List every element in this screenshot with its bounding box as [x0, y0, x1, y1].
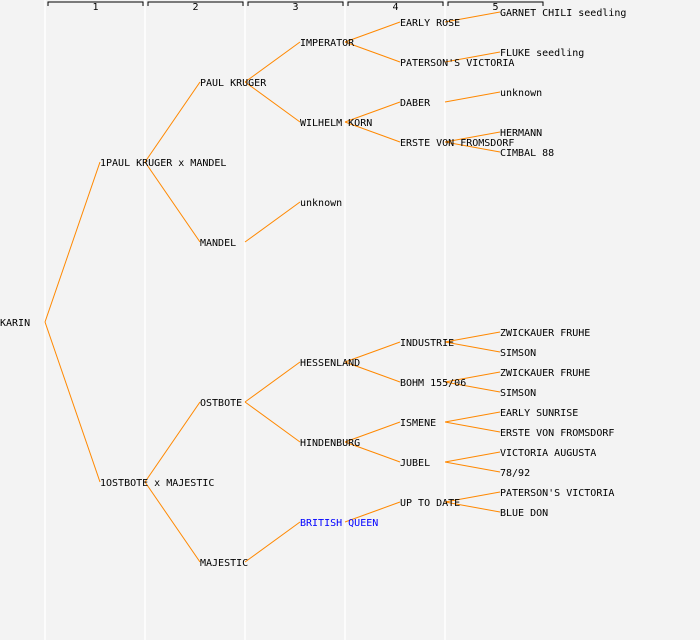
generation-headers: 1 2 3 4 5 — [47, 1, 544, 13]
pedigree-link — [444, 331, 501, 343]
generation-number: 5 — [492, 2, 498, 13]
pedigree-node: HERMANN — [500, 128, 542, 139]
generation-number: 4 — [392, 2, 398, 13]
pedigree-link — [344, 121, 401, 143]
pedigree-node: ZWICKAUER FRUHE — [500, 368, 590, 379]
pedigree-link — [244, 41, 301, 83]
pedigree-node: PATERSON'S VICTORIA — [500, 488, 614, 499]
pedigree-node: UP TO DATE — [400, 498, 460, 509]
pedigree-link — [344, 421, 401, 443]
pedigree-node: OSTBOTE — [200, 398, 242, 409]
pedigree-node: SIMSON — [500, 388, 536, 399]
pedigree-node: IMPERATOR — [300, 38, 355, 49]
generation-number: 2 — [192, 2, 198, 13]
pedigree-link — [144, 481, 201, 563]
pedigree-node: HINDENBURG — [300, 438, 360, 449]
pedigree-node: ZWICKAUER FRUHE — [500, 328, 590, 339]
pedigree-link — [344, 501, 401, 523]
pedigree-node: 78/92 — [500, 468, 530, 479]
pedigree-node: ISMENE — [400, 418, 436, 429]
pedigree-link — [144, 401, 201, 483]
pedigree-node: BOHM 155/06 — [400, 378, 466, 389]
pedigree-link — [244, 521, 301, 563]
pedigree-link — [244, 81, 301, 123]
pedigree-link — [344, 441, 401, 463]
pedigree-link — [144, 81, 201, 163]
generation-bracket — [447, 1, 544, 6]
generation-bracket — [47, 1, 144, 6]
pedigree-link — [444, 411, 501, 423]
pedigree-node: 1OSTBOTE x MAJESTIC — [100, 478, 214, 489]
pedigree-link — [344, 21, 401, 43]
generation-bracket — [347, 1, 444, 6]
pedigree-node: MAJESTIC — [200, 558, 248, 569]
pedigree-link — [444, 451, 501, 463]
pedigree-link — [444, 421, 501, 433]
pedigree-node: unknown — [500, 88, 542, 99]
pedigree-node: WILHELM KORN — [300, 118, 372, 129]
pedigree-link — [144, 161, 201, 243]
pedigree-link — [444, 381, 501, 393]
pedigree-link — [444, 141, 501, 153]
pedigree-link — [444, 501, 501, 513]
pedigree-link — [444, 461, 501, 473]
generation-number: 1 — [92, 2, 98, 13]
pedigree-node: VICTORIA AUGUSTA — [500, 448, 596, 459]
pedigree-node: GARNET CHILI seedling — [500, 8, 626, 19]
pedigree-node: 1PAUL KRUGER x MANDEL — [100, 158, 226, 169]
pedigree-node: FLUKE seedling — [500, 48, 584, 59]
pedigree-node[interactable]: BRITISH QUEEN — [300, 518, 378, 529]
pedigree-link — [444, 491, 501, 503]
pedigree-node: CIMBAL 88 — [500, 148, 554, 159]
pedigree-node: SIMSON — [500, 348, 536, 359]
pedigree-link — [344, 341, 401, 363]
pedigree-node: MANDEL — [200, 238, 236, 249]
pedigree-node: EARLY ROSE — [400, 18, 460, 29]
generation-bracket — [147, 1, 244, 6]
pedigree-link — [444, 371, 501, 383]
pedigree-link — [444, 91, 501, 103]
pedigree-link — [44, 321, 101, 483]
pedigree-links — [44, 11, 501, 563]
pedigree-link — [344, 41, 401, 63]
column-guides — [44, 0, 446, 640]
pedigree-link — [344, 361, 401, 383]
pedigree-node: INDUSTRIE — [400, 338, 454, 349]
pedigree-node: KARIN — [0, 318, 30, 329]
pedigree-link — [344, 101, 401, 123]
pedigree-link — [444, 11, 501, 23]
pedigree-link — [44, 161, 101, 323]
pedigree-node: unknown — [300, 198, 342, 209]
pedigree-link — [444, 131, 501, 143]
pedigree-node: BLUE DON — [500, 508, 548, 519]
pedigree-node: HESSENLAND — [300, 358, 360, 369]
pedigree-link — [244, 361, 301, 403]
pedigree-node: EARLY SUNRISE — [500, 408, 578, 419]
pedigree-node: PAUL KRUGER — [200, 78, 267, 89]
pedigree-link — [244, 201, 301, 243]
pedigree-link — [444, 341, 501, 353]
pedigree-node: ERSTE VON FROMSDORF — [500, 428, 614, 439]
generation-number: 3 — [292, 2, 298, 13]
pedigree-nodes: KARIN 1PAUL KRUGER x MANDEL PAUL KRUGER IMP… — [0, 8, 626, 569]
generation-bracket — [247, 1, 344, 6]
pedigree-link — [444, 51, 501, 63]
pedigree-link — [244, 401, 301, 443]
pedigree-node: PATERSON'S VICTORIA — [400, 58, 514, 69]
pedigree-node: JUBEL — [400, 458, 430, 469]
pedigree-node: ERSTE VON FROMSDORF — [400, 138, 514, 149]
pedigree-node: DABER — [400, 98, 431, 109]
